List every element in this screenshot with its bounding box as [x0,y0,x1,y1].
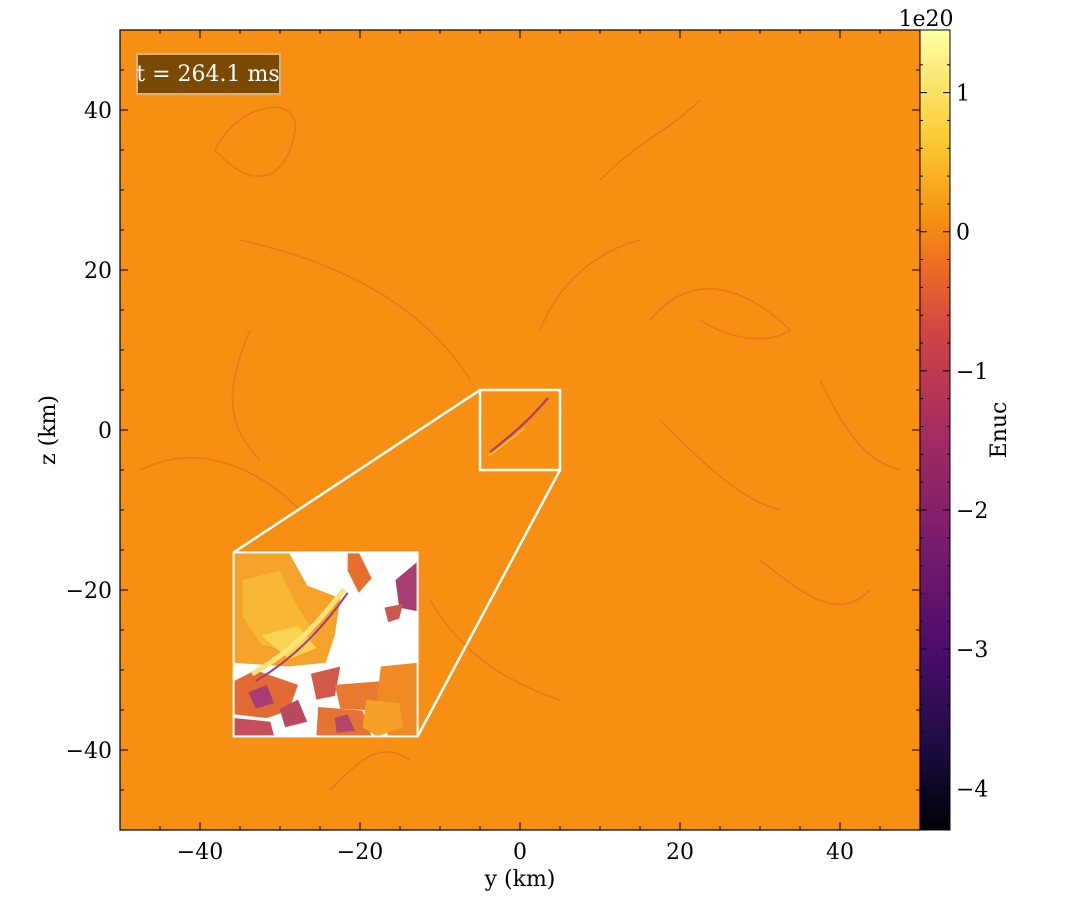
x-tick-label: 0 [513,840,527,865]
zoom-indicator [232,388,562,737]
colorbar-tick-label: −1 [956,360,988,385]
turbulent-filaments [139,99,901,791]
inset-region [384,603,403,623]
colorbar-title: Enuc [987,402,1012,459]
y-axis-title: z (km) [36,395,61,465]
zoom-rectangle [478,388,562,472]
x-axis: −40 −20 0 20 40 [119,30,921,865]
colorbar-ticks: 1 0 −1 −2 −3 −4 [920,64,988,802]
time-annotation-text: t = 264.1 ms [136,62,279,87]
time-annotation-box [136,53,281,95]
inset-region [395,561,418,612]
x-tick-label: −20 [337,840,383,865]
y-tick-label: 0 [98,419,112,444]
colorbar-tick-label: −2 [956,499,988,524]
x-tick-label: 20 [666,840,694,865]
x-axis-title: y (km) [484,867,556,892]
colorbar-gradient [919,29,951,831]
colorbar-tick-label: −4 [956,777,988,802]
colorbar-scale-label: 1e20 [898,7,953,32]
zoom-connector-line [232,388,481,554]
inset-region [362,699,403,737]
colorbar-tick-label: −3 [956,638,988,663]
inset-region [248,684,275,709]
colorbar-tick-label: 1 [956,82,970,107]
hot-filament [487,397,549,457]
inset-region [334,714,355,733]
x-tick-label: 40 [826,840,854,865]
time-annotation: t = 264.1 ms [136,53,281,95]
y-axis: −40 −20 0 20 40 [66,29,920,831]
inset-content [233,552,418,737]
inset-dark-streak [255,592,349,683]
colorbar: 1 0 −1 −2 −3 −4 1e20 Enuc [898,7,1012,831]
inset-border [232,551,419,738]
y-tick-label: 40 [84,99,112,124]
y-tick-label: 20 [84,259,112,284]
zoom-inset [232,551,419,738]
y-tick-label: −40 [66,739,112,764]
inset-region [347,552,372,593]
y-tick-label: −20 [66,579,112,604]
inset-region [310,666,341,700]
inset-region [233,718,275,737]
zoom-connector-line [416,469,562,737]
inset-region [279,699,308,728]
inset-bright-streak [250,587,346,677]
colorbar-tick-label: 0 [956,221,970,246]
x-tick-label: −40 [177,840,223,865]
